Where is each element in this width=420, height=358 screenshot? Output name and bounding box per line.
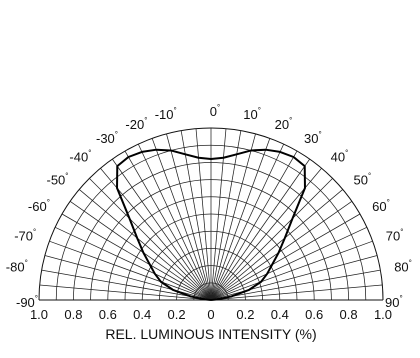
angle-spoke xyxy=(210,138,271,301)
radial-tick-label: 1.0 xyxy=(374,307,392,322)
angle-label: 50° xyxy=(354,171,372,187)
angle-spoke xyxy=(151,138,212,301)
angle-spoke xyxy=(210,133,256,301)
radial-tick-label: 1.0 xyxy=(30,307,48,322)
angle-label: 80° xyxy=(394,259,412,275)
angle-label: -60° xyxy=(28,198,50,214)
radial-tick-label: 0.6 xyxy=(305,307,323,322)
degree-symbol: ° xyxy=(409,259,412,268)
radial-tick-label: 0.6 xyxy=(99,307,117,322)
angle-label: 40° xyxy=(331,149,349,165)
angle-spoke xyxy=(61,213,212,301)
degree-symbol: ° xyxy=(25,259,28,268)
degree-symbol: ° xyxy=(173,106,176,115)
angle-label: -10° xyxy=(155,106,177,122)
angle-spoke xyxy=(54,226,212,301)
angle-label: -30° xyxy=(96,130,118,146)
angle-spoke xyxy=(210,284,383,301)
angle-spoke xyxy=(210,130,242,301)
degree-symbol: ° xyxy=(217,103,220,112)
radial-tick-label: 0.8 xyxy=(340,307,358,322)
intensity-curve-layer xyxy=(116,148,306,301)
degree-symbol: ° xyxy=(35,294,38,303)
angle-spoke xyxy=(210,158,310,301)
radial-tick-label: 0.2 xyxy=(168,307,186,322)
angle-label: -50° xyxy=(47,171,69,187)
angle-spoke xyxy=(180,130,212,301)
degree-symbol: ° xyxy=(47,198,50,207)
degree-symbol: ° xyxy=(65,171,68,180)
angle-spoke xyxy=(89,178,212,301)
degree-symbol: ° xyxy=(115,130,118,139)
radial-tick-label: 0.4 xyxy=(271,307,289,322)
angle-spoke xyxy=(210,226,368,301)
angle-spoke xyxy=(78,189,212,301)
angle-label: -90° xyxy=(16,294,38,310)
angle-spoke xyxy=(137,143,212,301)
degree-symbol: ° xyxy=(368,171,371,180)
angle-label: 90° xyxy=(385,294,403,310)
degree-symbol: ° xyxy=(318,130,321,139)
degree-symbol: ° xyxy=(88,149,91,158)
angle-label: 10° xyxy=(243,106,261,122)
angle-spoke xyxy=(112,158,212,301)
x-axis-title: REL. LUMINOUS INTENSITY (%) xyxy=(105,326,316,342)
angle-label: -20° xyxy=(125,116,147,132)
radial-tick-label: 0.2 xyxy=(236,307,254,322)
angle-spoke xyxy=(166,133,212,301)
degree-symbol: ° xyxy=(144,116,147,125)
degree-symbol: ° xyxy=(258,106,261,115)
angle-label: -80° xyxy=(6,259,28,275)
angle-label: 30° xyxy=(304,130,322,146)
angle-label: -70° xyxy=(14,227,36,243)
angle-spoke xyxy=(210,269,381,301)
degree-symbol: ° xyxy=(387,198,390,207)
polar-grid xyxy=(38,127,384,301)
angle-spoke xyxy=(41,269,212,301)
radial-tick-label: 0.4 xyxy=(133,307,151,322)
angle-label: 0° xyxy=(210,103,220,119)
degree-symbol: ° xyxy=(289,116,292,125)
angle-spoke xyxy=(39,284,212,301)
degree-symbol: ° xyxy=(33,227,36,236)
radial-tick-label: 0.8 xyxy=(64,307,82,322)
angle-spoke xyxy=(124,150,212,301)
intensity-curve xyxy=(116,148,306,301)
degree-symbol: ° xyxy=(345,149,348,158)
angle-spoke xyxy=(210,189,344,301)
angle-spoke xyxy=(210,178,333,301)
angle-label: 70° xyxy=(386,227,404,243)
degree-symbol: ° xyxy=(400,227,403,236)
angle-labels: -90° -80° -70° -60° -50°-40° -30° -20° -10° 0° 10… xyxy=(6,103,412,310)
angle-spoke xyxy=(210,201,353,301)
angle-spoke xyxy=(210,255,378,301)
angle-spoke xyxy=(210,150,298,301)
angle-spoke xyxy=(210,143,285,301)
angle-label: 60° xyxy=(372,198,390,214)
angle-spoke xyxy=(210,213,361,301)
radial-tick-label: 0 xyxy=(207,307,214,322)
radial-tick-labels: 1.0 0.8 0.6 0.4 0.2 0 0.2 0.4 0.6 0.8 1.0 xyxy=(30,307,392,322)
angle-label: -40° xyxy=(69,149,91,165)
angle-spoke xyxy=(49,240,212,301)
degree-symbol: ° xyxy=(399,294,402,303)
angle-spoke xyxy=(44,255,212,301)
angle-spoke xyxy=(69,201,212,301)
angle-spoke xyxy=(210,240,373,301)
angle-label: 20° xyxy=(275,116,293,132)
